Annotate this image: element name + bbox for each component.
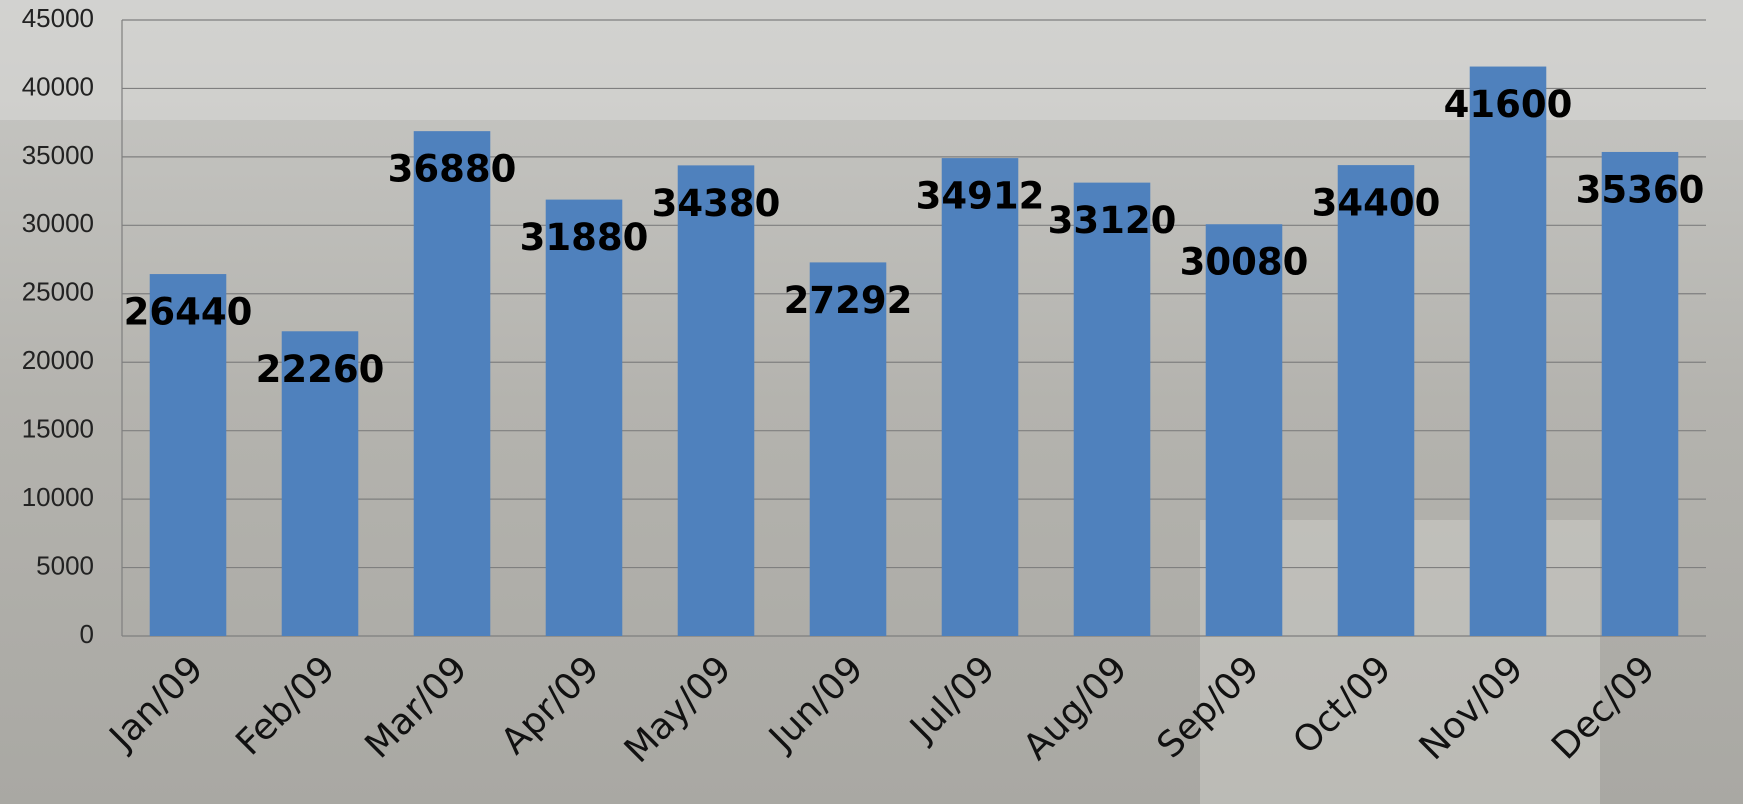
y-tick-label: 10000: [22, 482, 94, 512]
y-tick-label: 15000: [22, 414, 94, 444]
bar: [1337, 165, 1415, 636]
y-tick-label: 45000: [22, 3, 94, 33]
y-tick-label: 0: [80, 619, 94, 649]
data-label: 41600: [1444, 83, 1573, 126]
data-label: 34912: [916, 175, 1045, 218]
bar: [809, 262, 887, 636]
bar: [1205, 224, 1283, 636]
bar: [545, 199, 623, 637]
y-tick-label: 40000: [22, 71, 94, 101]
data-label: 31880: [520, 216, 649, 259]
bar: [149, 274, 227, 636]
data-label: 22260: [256, 348, 385, 391]
bar: [1073, 182, 1151, 636]
bar: [677, 165, 755, 636]
bar: [1469, 66, 1547, 636]
y-tick-label: 30000: [22, 208, 94, 238]
bar: [941, 158, 1019, 636]
bar: [413, 131, 491, 636]
y-tick-label: 35000: [22, 140, 94, 170]
bar: [1601, 151, 1679, 637]
data-label: 35360: [1576, 168, 1705, 211]
y-tick-label: 25000: [22, 277, 94, 307]
data-label: 34400: [1312, 182, 1441, 225]
data-label: 26440: [124, 291, 253, 334]
data-label: 30080: [1180, 241, 1309, 284]
data-label: 34380: [652, 182, 781, 225]
data-label: 33120: [1048, 199, 1177, 242]
data-label: 27292: [784, 279, 913, 322]
data-label: 36880: [388, 148, 517, 191]
y-tick-label: 20000: [22, 345, 94, 375]
y-tick-label: 5000: [36, 550, 94, 580]
bar: [281, 331, 359, 636]
